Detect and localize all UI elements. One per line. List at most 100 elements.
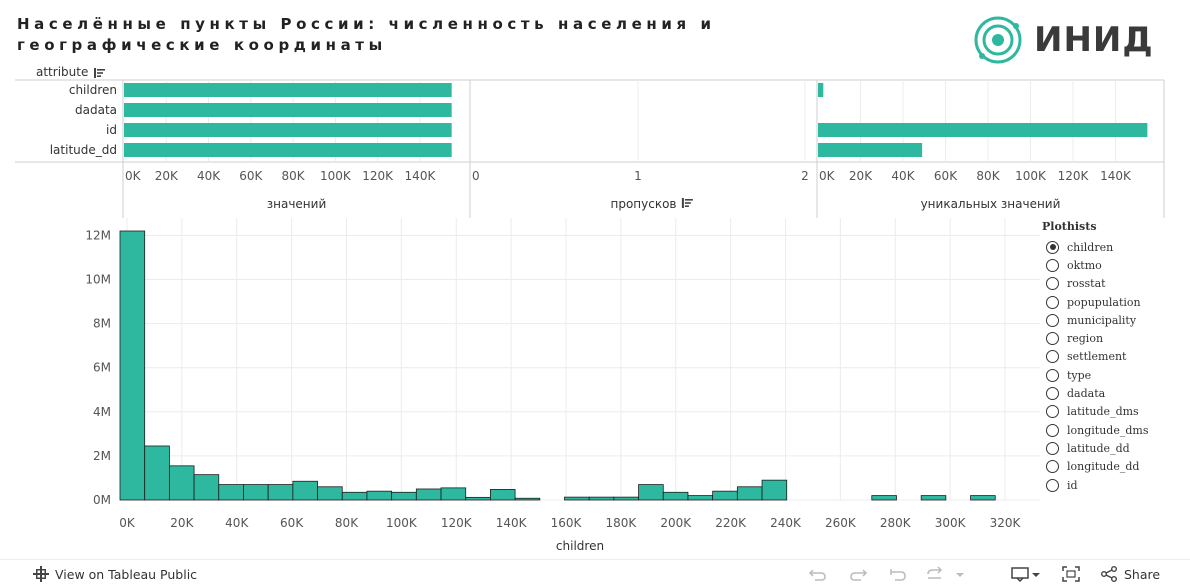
- histogram-bar[interactable]: [662, 491, 689, 501]
- fullscreen-icon[interactable]: [1062, 566, 1080, 582]
- legend-item-popupulation[interactable]: popupulation: [1042, 293, 1182, 311]
- footer-toolbar: View on Tableau Public Share: [0, 559, 1190, 587]
- refresh-dropdown-icon[interactable]: [955, 566, 965, 582]
- histogram-bar[interactable]: [514, 497, 541, 501]
- legend-item-municipality[interactable]: municipality: [1042, 311, 1182, 329]
- histogram-bar[interactable]: [712, 490, 738, 501]
- radio-button[interactable]: [1046, 313, 1059, 327]
- histogram-bar[interactable]: [687, 495, 714, 501]
- radio-button[interactable]: [1046, 277, 1059, 291]
- radio-button[interactable]: [1046, 332, 1059, 346]
- download-dropdown-icon[interactable]: [1031, 566, 1041, 582]
- x-tick-label: 140K: [496, 516, 528, 530]
- legend-item-label: region: [1067, 332, 1104, 346]
- panel-axis-title: уникальных значений: [921, 197, 1061, 211]
- revert-icon[interactable]: [888, 566, 908, 582]
- panel-tick-label: 140K: [405, 169, 437, 183]
- histogram-bar[interactable]: [465, 496, 491, 501]
- histogram-bar[interactable]: [168, 465, 195, 501]
- x-tick-label: 320K: [990, 516, 1022, 530]
- y-tick-label: 2M: [93, 449, 111, 463]
- histogram-bar[interactable]: [193, 474, 220, 501]
- legend-item-id[interactable]: id: [1042, 476, 1182, 494]
- histogram-bar[interactable]: [638, 484, 664, 501]
- radio-button[interactable]: [1046, 478, 1059, 492]
- summary-bar[interactable]: [818, 143, 923, 157]
- histogram-bar[interactable]: [391, 491, 417, 501]
- histogram-bar[interactable]: [144, 445, 170, 501]
- radio-button[interactable]: [1046, 350, 1059, 364]
- download-icon[interactable]: [1010, 566, 1030, 582]
- panel-tick-label: 120K: [362, 169, 394, 183]
- summary-bar[interactable]: [818, 83, 824, 97]
- histogram-bar[interactable]: [871, 495, 897, 501]
- legend-item-type[interactable]: type: [1042, 366, 1182, 384]
- histogram-bar[interactable]: [119, 230, 146, 501]
- legend-item-latitude_dms[interactable]: latitude_dms: [1042, 403, 1182, 421]
- logo-text: ИНИД: [1034, 20, 1154, 60]
- summary-bar[interactable]: [124, 103, 452, 117]
- summary-bar[interactable]: [818, 123, 1148, 137]
- histogram-bar[interactable]: [267, 484, 294, 501]
- x-tick-label: 180K: [605, 516, 637, 530]
- legend-item-longitude_dd[interactable]: longitude_dd: [1042, 458, 1182, 476]
- legend-item-oktmo[interactable]: oktmo: [1042, 256, 1182, 274]
- panel-tick-label: 80K: [976, 169, 1000, 183]
- histogram-bar[interactable]: [761, 479, 788, 501]
- plothists-legend: Plothists children oktmo rosstat popupulati…: [1042, 220, 1182, 494]
- x-tick-label: 40K: [225, 516, 249, 530]
- histogram-bar[interactable]: [970, 495, 996, 501]
- legend-item-label: settlement: [1067, 350, 1127, 364]
- attribute-header[interactable]: attribute: [36, 65, 106, 79]
- summary-bar[interactable]: [124, 83, 452, 97]
- undo-icon[interactable]: [808, 566, 828, 582]
- radio-button[interactable]: [1046, 460, 1059, 474]
- legend-item-label: dadata: [1067, 387, 1106, 401]
- histogram-bar[interactable]: [415, 488, 442, 501]
- summary-bar[interactable]: [124, 143, 452, 157]
- histogram-bar[interactable]: [317, 486, 343, 501]
- legend-item-dadata[interactable]: dadata: [1042, 384, 1182, 402]
- histogram-bar[interactable]: [292, 480, 318, 501]
- histogram-bar[interactable]: [613, 496, 639, 501]
- histogram-bar[interactable]: [490, 489, 516, 501]
- radio-button[interactable]: [1046, 441, 1059, 455]
- share-button[interactable]: Share: [1100, 566, 1160, 582]
- radio-button[interactable]: [1046, 387, 1059, 401]
- histogram-bar[interactable]: [366, 490, 393, 501]
- histogram-bar[interactable]: [588, 496, 615, 501]
- view-on-tableau-link[interactable]: View on Tableau Public: [33, 566, 197, 582]
- summary-bar[interactable]: [124, 123, 452, 137]
- histogram-bar[interactable]: [564, 496, 590, 501]
- panel-tick-label: 20K: [849, 169, 873, 183]
- radio-button[interactable]: [1046, 405, 1059, 419]
- view-on-tableau-label: View on Tableau Public: [55, 566, 198, 582]
- radio-button[interactable]: [1046, 423, 1059, 437]
- radio-button[interactable]: [1046, 240, 1059, 254]
- radio-button[interactable]: [1046, 258, 1059, 272]
- histogram-bar[interactable]: [920, 495, 947, 501]
- legend-item-label: oktmo: [1067, 258, 1102, 272]
- legend-item-settlement[interactable]: settlement: [1042, 348, 1182, 366]
- histogram-bar[interactable]: [341, 491, 368, 501]
- legend-item-rosstat[interactable]: rosstat: [1042, 275, 1182, 293]
- y-tick-label: 4M: [93, 405, 111, 419]
- y-tick-label: 0M: [93, 493, 111, 507]
- legend-item-latitude_dd[interactable]: latitude_dd: [1042, 439, 1182, 457]
- sort-icon[interactable]: [94, 67, 106, 78]
- redo-icon[interactable]: [848, 566, 868, 582]
- legend-item-region[interactable]: region: [1042, 329, 1182, 347]
- refresh-icon[interactable]: [925, 566, 945, 582]
- x-tick-label: 160K: [551, 516, 583, 530]
- legend-item-longitude_dms[interactable]: longitude_dms: [1042, 421, 1182, 439]
- legend-item-children[interactable]: children: [1042, 238, 1182, 256]
- share-icon: [1101, 566, 1117, 582]
- radio-button[interactable]: [1046, 368, 1059, 382]
- histogram-bar[interactable]: [243, 484, 269, 501]
- histogram-bar[interactable]: [218, 484, 244, 501]
- radio-button[interactable]: [1046, 295, 1059, 309]
- sort-icon[interactable]: [681, 198, 693, 208]
- histogram-bar[interactable]: [736, 486, 763, 501]
- histogram-bar[interactable]: [440, 487, 467, 501]
